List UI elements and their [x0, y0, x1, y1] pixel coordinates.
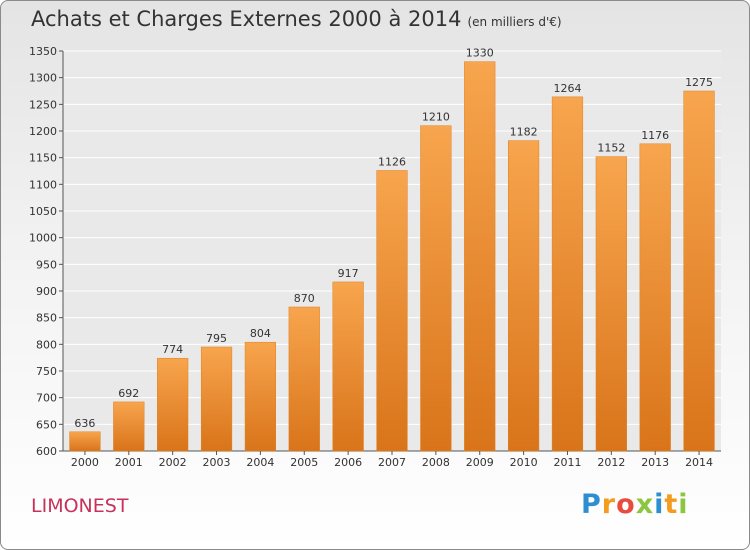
data-label: 1176 — [641, 129, 669, 142]
bar — [376, 170, 408, 452]
bar — [113, 401, 145, 452]
data-label: 1275 — [685, 76, 713, 89]
data-label: 1330 — [466, 47, 494, 60]
bar — [639, 143, 671, 452]
x-tick-label: 2006 — [334, 456, 362, 469]
logo-letter: r — [601, 489, 617, 520]
y-tick-label: 950 — [36, 258, 57, 271]
bar — [683, 90, 715, 452]
bar — [332, 281, 364, 452]
x-tick-label: 2000 — [71, 456, 99, 469]
y-tick-label: 850 — [36, 312, 57, 325]
bar — [420, 125, 452, 452]
data-label: 870 — [294, 292, 315, 305]
logo-letter: t — [664, 489, 679, 520]
data-label: 795 — [206, 332, 227, 345]
bar — [507, 140, 540, 452]
x-tick-label: 2009 — [466, 456, 494, 469]
bar — [69, 431, 101, 452]
data-label: 1152 — [597, 142, 625, 155]
chart-title: Achats et Charges Externes 2000 à 2014 (e… — [31, 7, 562, 31]
bar — [157, 357, 189, 452]
chart-title-text: Achats et Charges Externes 2000 à 2014 — [31, 7, 462, 31]
logo-letter: i — [654, 489, 665, 520]
logo-letter: P — [581, 489, 602, 520]
y-tick-label: 1100 — [29, 178, 57, 191]
y-tick-label: 600 — [36, 445, 57, 458]
x-tick-label: 2003 — [203, 456, 231, 469]
x-tick-label: 2014 — [685, 456, 713, 469]
bar — [244, 341, 277, 452]
x-tick-label: 2011 — [553, 456, 581, 469]
y-tick-label: 1000 — [29, 232, 57, 245]
x-tick-label: 2008 — [422, 456, 450, 469]
data-label: 1210 — [422, 111, 450, 124]
y-tick-label: 750 — [36, 365, 57, 378]
data-label: 1264 — [553, 82, 581, 95]
proxiti-logo: Proxiti — [581, 489, 689, 520]
data-label: 804 — [250, 327, 271, 340]
x-tick-label: 2002 — [159, 456, 187, 469]
x-tick-label: 2001 — [115, 456, 143, 469]
y-tick-label: 1300 — [29, 72, 57, 85]
y-tick-label: 1050 — [29, 205, 57, 218]
logo-letter: o — [616, 489, 636, 520]
bar — [464, 61, 496, 452]
x-tick-label: 2010 — [510, 456, 538, 469]
y-tick-label: 1200 — [29, 125, 57, 138]
x-tick-label: 2004 — [246, 456, 274, 469]
y-tick-label: 800 — [36, 338, 57, 351]
chart-subtitle: (en milliers d'€) — [467, 15, 562, 29]
bar — [200, 346, 233, 452]
y-tick-label: 1250 — [29, 98, 57, 111]
y-tick-label: 700 — [36, 392, 57, 405]
x-tick-label: 2012 — [597, 456, 625, 469]
place-name: LIMONEST — [31, 495, 129, 517]
data-label: 774 — [162, 343, 183, 356]
x-tick-label: 2013 — [641, 456, 669, 469]
logo-letter: i — [678, 489, 689, 520]
x-tick-label: 2007 — [378, 456, 406, 469]
bar — [595, 156, 627, 452]
data-label: 692 — [118, 387, 139, 400]
bar — [551, 96, 584, 452]
data-label: 1182 — [510, 126, 538, 139]
data-label: 917 — [338, 267, 359, 280]
y-tick-label: 1150 — [29, 152, 57, 165]
x-tick-label: 2005 — [290, 456, 318, 469]
y-tick-label: 1350 — [29, 45, 57, 58]
logo-letter: x — [635, 489, 655, 520]
y-tick-label: 900 — [36, 285, 57, 298]
data-label: 1126 — [378, 155, 406, 168]
bar — [288, 306, 320, 452]
y-tick-label: 650 — [36, 418, 57, 431]
data-label: 636 — [74, 417, 95, 430]
